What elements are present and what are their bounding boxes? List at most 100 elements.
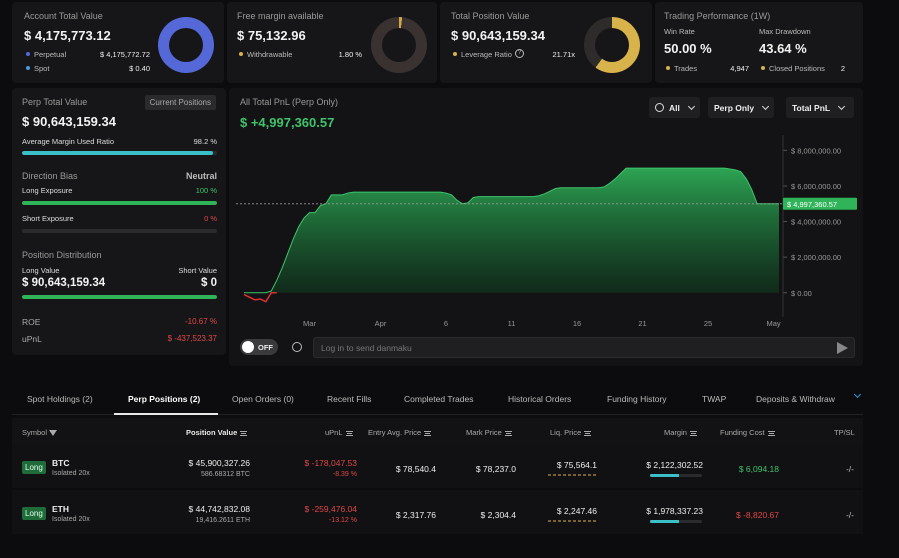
position-value: $ 90,643,159.34 [451,28,545,43]
send-icon[interactable] [837,342,848,354]
danmaku-settings-icon[interactable] [292,342,302,352]
direction-bias-value: Neutral [185,171,217,181]
perp-dot [26,52,30,56]
margin-value: $ 1,978,337.23 [646,506,703,516]
perp-total-title: Perp Total Value [22,97,88,107]
perp-label: Perpetual [34,50,67,59]
free-margin-value: $ 75,132.96 [237,28,306,43]
x-tick-label: 25 [704,319,712,328]
win-rate-value: 50.00 % [664,41,712,56]
upnl-label: uPnL [22,334,42,344]
account-total-value: $ 4,175,773.12 [24,28,111,43]
account-total-title: Account Total Value [24,11,103,21]
danmaku-input[interactable]: Log in to send danmaku [313,337,855,358]
sort-icon [584,430,592,436]
sort-icon [240,430,248,436]
leverage-dot [453,52,457,56]
tpsl-value: -/- [845,464,854,474]
tab-deposits-withdraw[interactable]: Deposits & Withdraw [756,394,835,404]
pnl-negative-line [243,292,277,303]
roe-value: -10.67 % [184,317,217,326]
short-exposure-label: Short Exposure [22,214,74,223]
info-icon[interactable]: ? [515,49,524,58]
closed-dot [761,66,765,70]
table-row[interactable] [12,444,863,488]
perp-summary-panel: Perp Total Value Current Positions $ 90,… [12,88,226,355]
active-tab-indicator [114,413,218,415]
tab-recent-fills[interactable]: Recent Fills [327,394,372,404]
coin-symbol: ETH [52,504,69,514]
tab-open-orders[interactable]: Open Orders (0) [232,394,294,404]
tab-funding-history[interactable]: Funding History [607,394,667,404]
drawdown-value: 43.64 % [759,41,807,56]
drawdown-label: Max Drawdown [759,27,811,36]
col-position-value[interactable]: Position Value [186,428,248,437]
margin-ratio-bar [22,151,217,155]
closed-value: 2 [840,64,845,73]
col-entry-price[interactable]: Entry Avg. Price [368,428,432,437]
upnl-value: $ -259,476.04 [304,504,357,514]
y-tick-label: $ 8,000,000.00 [791,146,841,155]
positions-tab-bar [12,380,863,415]
x-tick-label: Mar [303,319,316,328]
account-total-card: Account Total Value $ 4,175,773.12 Perpe… [12,2,224,83]
long-exposure-label: Long Exposure [22,186,73,195]
pnl-type-dropdown[interactable]: Total PnL [786,97,854,118]
x-tick-label: 16 [573,319,581,328]
withdraw-label: Withdrawable [247,50,293,59]
position-value: $ 44,742,832.08 [188,504,250,514]
col-upnl[interactable]: uPnL [325,428,353,437]
pnl-chart-value: $ +4,997,360.57 [240,115,335,130]
long-value-label: Long Value [22,266,60,275]
tpsl-value: -/- [845,510,854,520]
tab-historical-orders[interactable]: Historical Orders [508,394,572,404]
trades-dot [666,66,670,70]
position-donut-chart [584,17,640,73]
tab-twap[interactable]: TWAP [702,394,727,404]
upnl-percent: -8.39 % [332,471,357,478]
col-margin[interactable]: Margin [664,428,697,437]
distribution-bar [22,295,217,299]
spot-value: $ 0.40 [129,64,150,73]
tab-perp-positions[interactable]: Perp Positions (2) [128,394,201,404]
x-tick-label: 11 [508,319,516,328]
tab-spot-holdings[interactable]: Spot Holdings (2) [27,394,93,404]
x-tick-label: 21 [638,319,646,328]
col-funding-cost[interactable]: Funding Cost [720,428,775,437]
current-positions-button[interactable]: Current Positions [144,95,216,110]
short-exposure-bar [22,229,217,233]
positions-table-header [12,418,863,446]
table-row[interactable] [12,490,863,534]
sort-icon [689,430,697,436]
upnl-value: $ -178,047.53 [304,458,357,468]
side-badge: Long [22,461,46,474]
pnl-chart-panel: All Total PnL (Perp Only) $ +4,997,360.5… [229,88,863,366]
col-symbol[interactable]: Symbol [22,428,58,437]
x-tick-label: 6 [444,319,448,328]
trading-performance-card: Trading Performance (1W) Win Rate 50.00 … [655,2,863,83]
position-distribution-title: Position Distribution [22,250,102,260]
pnl-area [244,168,779,293]
tab-completed-trades[interactable]: Completed Trades [404,394,474,404]
perp-filter-dropdown[interactable]: Perp Only [708,97,775,118]
pnl-area-chart: $ 0.00 $ 2,000,000.00 $ 4,000,000.00 $ 6,00… [236,135,857,328]
filter-icon[interactable] [49,430,58,437]
withdraw-value: 1.80 % [338,50,362,59]
side-badge: Long [22,507,46,520]
col-mark-price[interactable]: Mark Price [466,428,512,437]
time-filter-dropdown[interactable]: All [649,97,700,118]
position-size: 19,416.2611 ETH [195,517,250,524]
trades-label: Trades [674,64,698,73]
performance-title: Trading Performance (1W) [664,11,771,21]
danmaku-toggle[interactable]: OFF [240,339,278,355]
margin-mode: Isolated 20x [52,516,90,523]
free-margin-card: Free margin available $ 75,132.96 Withdr… [227,2,437,83]
position-value: $ 45,900,327.26 [188,458,250,468]
short-value: $ 0 [201,277,217,289]
leverage-value: 21.71x [552,50,575,59]
sort-icon [767,430,775,436]
sort-icon [504,430,512,436]
clock-icon [655,103,664,112]
col-liq-price[interactable]: Liq. Price [550,428,592,437]
long-exposure-value: 100 % [195,186,217,195]
